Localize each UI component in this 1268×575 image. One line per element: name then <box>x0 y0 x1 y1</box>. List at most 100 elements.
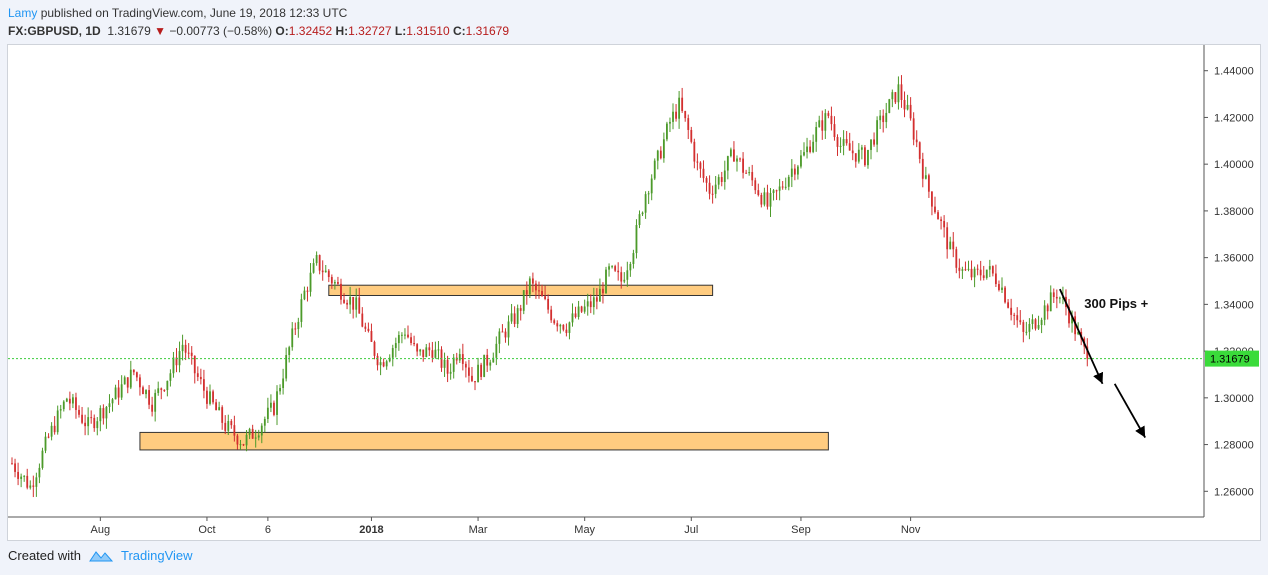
candle-down <box>589 301 592 308</box>
candle-down <box>132 369 135 373</box>
candle-up <box>626 270 629 280</box>
candle-up <box>489 362 492 366</box>
chart-frame[interactable]: 300 Pips + 1.44000 1.42000 1.40000 1.38000 1… <box>7 44 1261 541</box>
candle-up <box>656 150 659 161</box>
candle-up <box>385 361 388 367</box>
candle-up <box>678 97 681 119</box>
candle-down <box>927 175 930 192</box>
candle-up <box>650 178 653 194</box>
candle-down <box>330 277 333 284</box>
candle-down <box>468 367 470 376</box>
candle-up <box>20 476 23 479</box>
candle-down <box>102 408 105 419</box>
candle-down <box>142 387 144 395</box>
candle-up <box>818 120 821 128</box>
candle-down <box>486 354 489 366</box>
candle-down <box>236 435 239 445</box>
price-chart[interactable]: 300 Pips + 1.440001.420001.400001.380001… <box>8 45 1260 540</box>
candle-up <box>333 282 336 284</box>
candle-up <box>248 428 251 435</box>
candle-up <box>452 357 455 372</box>
candle-down <box>224 422 227 431</box>
candle-up <box>669 121 671 124</box>
candle-down <box>940 219 942 221</box>
candle-up <box>888 99 891 113</box>
candle-up <box>778 186 781 191</box>
published-text: published on TradingView.com, June 19, 2… <box>40 6 348 20</box>
candle-down <box>562 324 565 330</box>
candle-down <box>684 111 687 119</box>
chart-header: Lamy published on TradingView.com, June … <box>8 4 509 40</box>
candle-down <box>321 270 324 273</box>
pips-annotation[interactable]: 300 Pips + <box>1084 296 1148 311</box>
candle-down <box>212 391 214 403</box>
candle-up <box>303 290 306 300</box>
y-tick-label: 1.26000 <box>1214 486 1254 498</box>
candle-up <box>897 84 900 103</box>
candle-down <box>32 485 35 487</box>
candle-up <box>559 324 562 327</box>
candle-down <box>84 422 87 427</box>
candle-up <box>568 322 571 333</box>
projection-arrow[interactable] <box>1113 383 1146 438</box>
candle-down <box>952 241 955 250</box>
candle-down <box>742 158 744 173</box>
candle-down <box>544 296 546 299</box>
time-axis[interactable]: Aug Oct 6 2018 Mar May Jul Sep Nov <box>8 516 1204 536</box>
candle-down <box>367 328 370 332</box>
candle-up <box>169 373 172 381</box>
target-zone[interactable] <box>139 431 829 451</box>
candle-down <box>848 143 851 151</box>
candle-up <box>120 384 123 398</box>
candle-down <box>851 150 854 154</box>
candle-down <box>202 379 205 391</box>
candle-up <box>239 444 242 446</box>
candle-up <box>824 113 827 131</box>
candle-down <box>17 471 20 479</box>
candle-down <box>117 387 120 398</box>
candle-down <box>151 404 154 412</box>
candle-up <box>498 331 501 344</box>
candle-down <box>1052 292 1055 297</box>
candle-down <box>946 227 949 250</box>
candle-up <box>379 362 382 366</box>
price-axis[interactable]: 1.44000 1.42000 1.40000 1.38000 1.36000 1.340… <box>1203 45 1259 517</box>
candle-up <box>297 321 300 330</box>
candle-down <box>620 272 623 282</box>
candle-up <box>857 149 860 162</box>
candle-up <box>1058 297 1061 299</box>
candle-down <box>751 172 754 181</box>
candle-up <box>209 391 211 404</box>
candle-down <box>775 190 778 192</box>
candle-down <box>361 313 364 327</box>
candle-up <box>227 420 230 431</box>
low-value: 1.31510 <box>406 24 450 38</box>
candle-down <box>921 158 924 179</box>
tradingview-brand[interactable]: TradingView <box>120 548 193 563</box>
candle-up <box>1077 331 1080 335</box>
candle-down <box>550 309 553 321</box>
candle-up <box>41 450 44 468</box>
candle-down <box>471 375 473 382</box>
candle-up <box>644 194 647 213</box>
candle-up <box>806 146 808 153</box>
open-value: 1.32452 <box>288 24 333 38</box>
candle-up <box>787 176 790 187</box>
candle-up <box>729 149 732 157</box>
projection-arrow[interactable] <box>1059 288 1104 385</box>
high-label: H: <box>335 24 349 38</box>
candle-down <box>413 342 416 345</box>
author-link[interactable]: Lamy <box>8 6 38 20</box>
candle-down <box>242 444 245 446</box>
candle-down <box>556 323 559 327</box>
y-tick-label: 1.38000 <box>1214 206 1254 218</box>
candle-down <box>1019 320 1022 323</box>
candle-down <box>690 129 693 142</box>
resistance-zone[interactable] <box>328 284 714 296</box>
candle-down <box>251 428 254 439</box>
candle-up <box>885 112 888 123</box>
candle-up <box>260 425 263 436</box>
candle-up <box>736 158 738 162</box>
candles-layer <box>11 75 1089 498</box>
candle-down <box>757 190 760 196</box>
